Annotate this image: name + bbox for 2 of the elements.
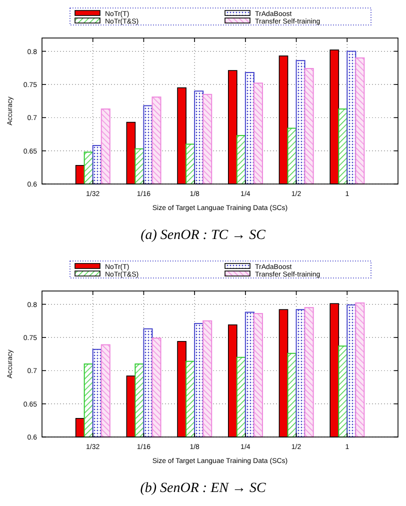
text: (b) SenOR : EN → SC [140, 481, 266, 496]
text: (a) SenOR : TC → SC [140, 228, 266, 243]
